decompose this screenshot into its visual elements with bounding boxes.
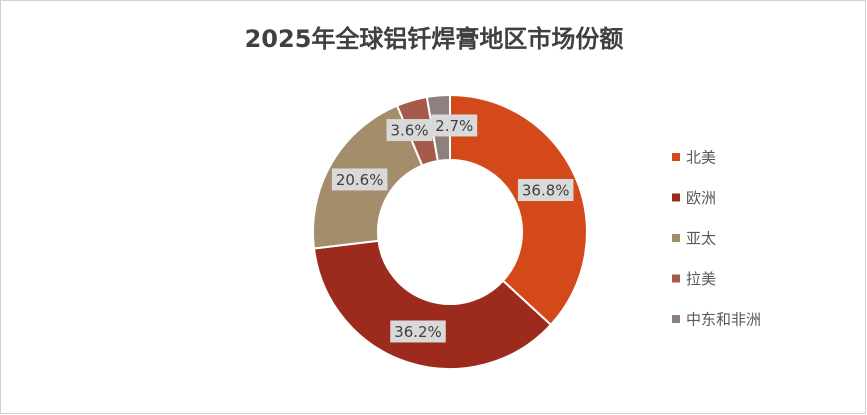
legend-swatch xyxy=(672,234,680,242)
donut-segment xyxy=(312,239,553,370)
data-label-box xyxy=(431,114,478,137)
data-label-box xyxy=(517,179,574,202)
donut-segment xyxy=(449,93,588,327)
data-label: 36.2% xyxy=(394,323,442,341)
legend-label: 欧洲 xyxy=(686,189,716,207)
legend-label: 拉美 xyxy=(686,270,716,288)
legend-label: 亚太 xyxy=(686,230,716,248)
data-label: 20.6% xyxy=(336,171,384,189)
legend-swatch xyxy=(672,193,680,202)
data-label-box xyxy=(390,320,446,343)
legend-swatch xyxy=(672,274,680,283)
legend-label: 中东和非洲 xyxy=(686,311,761,329)
data-label: 2.7% xyxy=(435,117,473,135)
legend-swatch xyxy=(672,153,680,161)
data-label: 36.8% xyxy=(522,182,570,200)
legend-swatch xyxy=(672,315,680,323)
data-label-box xyxy=(331,168,388,191)
chart-title: 2025年全球铝钎焊膏地区市场份额 xyxy=(245,25,624,53)
legend-label: 北美 xyxy=(686,149,716,167)
data-label: 3.6% xyxy=(390,122,428,140)
data-label-box xyxy=(386,119,433,142)
